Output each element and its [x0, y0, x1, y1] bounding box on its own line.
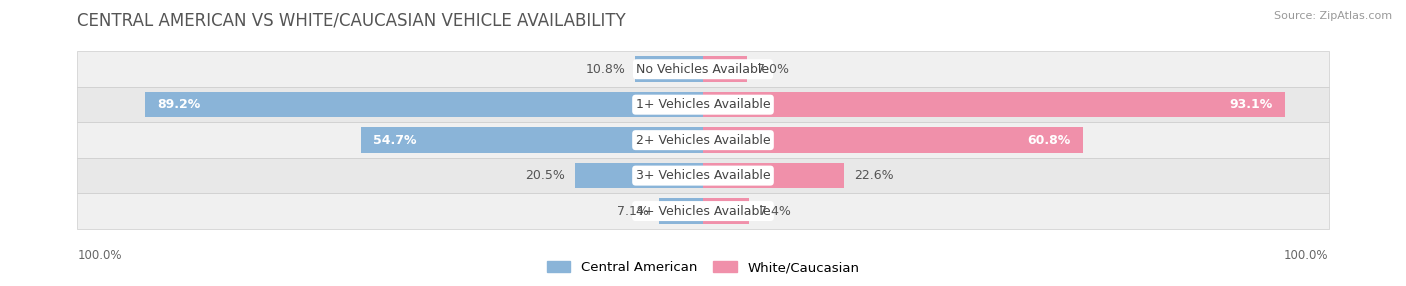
Text: No Vehicles Available: No Vehicles Available	[637, 63, 769, 76]
Text: 7.0%: 7.0%	[756, 63, 789, 76]
Text: 100.0%: 100.0%	[77, 249, 122, 262]
Text: 2+ Vehicles Available: 2+ Vehicles Available	[636, 134, 770, 147]
Bar	[703, 163, 845, 188]
Bar	[636, 56, 703, 82]
Text: 89.2%: 89.2%	[157, 98, 201, 111]
Bar	[361, 127, 703, 153]
Text: 20.5%: 20.5%	[524, 169, 565, 182]
Text: 7.1%: 7.1%	[617, 204, 648, 218]
Text: Source: ZipAtlas.com: Source: ZipAtlas.com	[1274, 11, 1392, 21]
Text: 1+ Vehicles Available: 1+ Vehicles Available	[636, 98, 770, 111]
Text: 3+ Vehicles Available: 3+ Vehicles Available	[636, 169, 770, 182]
Text: 10.8%: 10.8%	[585, 63, 626, 76]
Text: 100.0%: 100.0%	[1284, 249, 1329, 262]
Text: 93.1%: 93.1%	[1230, 98, 1272, 111]
Text: 54.7%: 54.7%	[373, 134, 416, 147]
Bar	[145, 92, 703, 118]
Bar	[658, 198, 703, 224]
Bar	[703, 92, 1285, 118]
Bar	[703, 56, 747, 82]
Bar	[703, 198, 749, 224]
Bar	[703, 127, 1084, 153]
Text: 4+ Vehicles Available: 4+ Vehicles Available	[636, 204, 770, 218]
Text: 60.8%: 60.8%	[1028, 134, 1071, 147]
Text: 7.4%: 7.4%	[759, 204, 792, 218]
Bar	[575, 163, 703, 188]
Text: CENTRAL AMERICAN VS WHITE/CAUCASIAN VEHICLE AVAILABILITY: CENTRAL AMERICAN VS WHITE/CAUCASIAN VEHI…	[77, 11, 626, 29]
Text: 22.6%: 22.6%	[855, 169, 894, 182]
Legend: Central American, White/Caucasian: Central American, White/Caucasian	[543, 257, 863, 278]
